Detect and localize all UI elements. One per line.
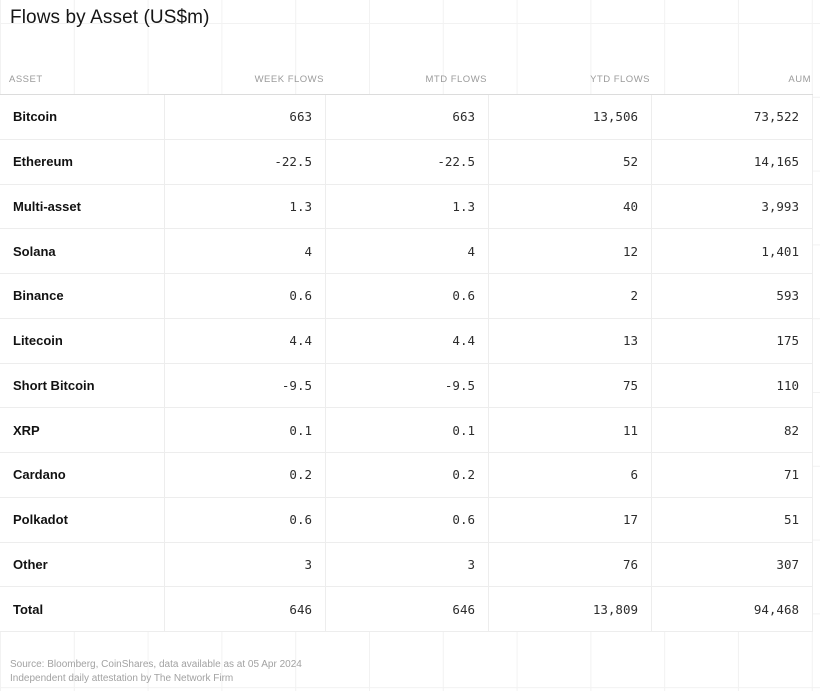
column-header-asset: ASSET — [9, 74, 43, 85]
week-flows-value: 646 — [165, 587, 326, 631]
asset-name: Litecoin — [0, 318, 165, 363]
mtd-flows-value: 646 — [326, 587, 489, 631]
ytd-flows-value: 13,506 — [489, 95, 652, 139]
asset-name: Ethereum — [0, 139, 165, 184]
asset-name: Other — [0, 542, 165, 587]
table-row: Solana 4 4 12 1,401 — [0, 229, 813, 274]
aum-value: 14,165 — [652, 139, 813, 184]
week-flows-value: 4.4 — [165, 318, 326, 363]
aum-value: 51 — [652, 497, 813, 542]
ytd-flows-value: 11 — [489, 408, 652, 452]
week-flows-value: 4 — [165, 229, 326, 273]
column-header-aum: AUM — [788, 74, 811, 85]
ytd-flows-value: 76 — [489, 542, 652, 587]
table-row: Ethereum -22.5 -22.5 52 14,165 — [0, 139, 813, 185]
aum-value: 3,993 — [652, 184, 813, 229]
attestation-line: Independent daily attestation by The Net… — [10, 673, 234, 684]
asset-name: Cardano — [0, 453, 165, 497]
week-flows-value: 0.2 — [165, 453, 326, 497]
table-row: XRP 0.1 0.1 11 82 — [0, 408, 813, 453]
table-row: Litecoin 4.4 4.4 13 175 — [0, 318, 813, 364]
aum-value: 593 — [652, 274, 813, 318]
table-row: Bitcoin 663 663 13,506 73,522 — [0, 95, 813, 140]
mtd-flows-value: 4 — [326, 229, 489, 273]
asset-name: Total — [0, 587, 165, 631]
ytd-flows-value: 12 — [489, 229, 652, 273]
table-row: Other 3 3 76 307 — [0, 542, 813, 588]
aum-value: 71 — [652, 453, 813, 497]
ytd-flows-value: 17 — [489, 497, 652, 542]
aum-value: 175 — [652, 318, 813, 363]
asset-name: XRP — [0, 408, 165, 452]
week-flows-value: 0.6 — [165, 497, 326, 542]
mtd-flows-value: -9.5 — [326, 363, 489, 408]
aum-value: 73,522 — [652, 95, 813, 139]
asset-name: Bitcoin — [0, 95, 165, 139]
mtd-flows-value: 0.2 — [326, 453, 489, 497]
asset-name: Multi-asset — [0, 184, 165, 229]
week-flows-value: -22.5 — [165, 139, 326, 184]
asset-name: Binance — [0, 274, 165, 318]
ytd-flows-value: 52 — [489, 139, 652, 184]
table-row: Polkadot 0.6 0.6 17 51 — [0, 497, 813, 543]
table-row: Short Bitcoin -9.5 -9.5 75 110 — [0, 363, 813, 409]
table-header-row: ASSET WEEK FLOWS MTD FLOWS YTD FLOWS AUM — [0, 0, 813, 95]
week-flows-value: 3 — [165, 542, 326, 587]
mtd-flows-value: 3 — [326, 542, 489, 587]
mtd-flows-value: 1.3 — [326, 184, 489, 229]
column-header-mtd-flows: MTD FLOWS — [425, 74, 487, 85]
mtd-flows-value: 0.1 — [326, 408, 489, 452]
aum-value: 82 — [652, 408, 813, 452]
asset-name: Solana — [0, 229, 165, 273]
ytd-flows-value: 75 — [489, 363, 652, 408]
mtd-flows-value: 663 — [326, 95, 489, 139]
page-title: Flows by Asset (US$m) — [10, 7, 210, 28]
asset-flows-table: ASSET WEEK FLOWS MTD FLOWS YTD FLOWS AUM… — [0, 0, 813, 632]
week-flows-value: 663 — [165, 95, 326, 139]
mtd-flows-value: 0.6 — [326, 497, 489, 542]
table-row: Multi-asset 1.3 1.3 40 3,993 — [0, 184, 813, 230]
mtd-flows-value: -22.5 — [326, 139, 489, 184]
aum-value: 94,468 — [652, 587, 813, 631]
ytd-flows-value: 13 — [489, 318, 652, 363]
aum-value: 110 — [652, 363, 813, 408]
mtd-flows-value: 4.4 — [326, 318, 489, 363]
table-row: Total 646 646 13,809 94,468 — [0, 587, 813, 632]
asset-name: Short Bitcoin — [0, 363, 165, 408]
column-header-week-flows: WEEK FLOWS — [254, 74, 324, 85]
ytd-flows-value: 13,809 — [489, 587, 652, 631]
ytd-flows-value: 40 — [489, 184, 652, 229]
ytd-flows-value: 6 — [489, 453, 652, 497]
ytd-flows-value: 2 — [489, 274, 652, 318]
table-body: Bitcoin 663 663 13,506 73,522 Ethereum -22.5 -2… — [0, 95, 813, 632]
asset-name: Polkadot — [0, 497, 165, 542]
week-flows-value: 0.6 — [165, 274, 326, 318]
mtd-flows-value: 0.6 — [326, 274, 489, 318]
week-flows-value: 1.3 — [165, 184, 326, 229]
source-note: Source: Bloomberg, CoinShares, data avai… — [10, 658, 302, 686]
week-flows-value: -9.5 — [165, 363, 326, 408]
table-row: Binance 0.6 0.6 2 593 — [0, 274, 813, 319]
aum-value: 307 — [652, 542, 813, 587]
column-header-ytd-flows: YTD FLOWS — [590, 74, 650, 85]
aum-value: 1,401 — [652, 229, 813, 273]
week-flows-value: 0.1 — [165, 408, 326, 452]
source-line: Source: Bloomberg, CoinShares, data avai… — [10, 659, 302, 670]
table-row: Cardano 0.2 0.2 6 71 — [0, 453, 813, 498]
